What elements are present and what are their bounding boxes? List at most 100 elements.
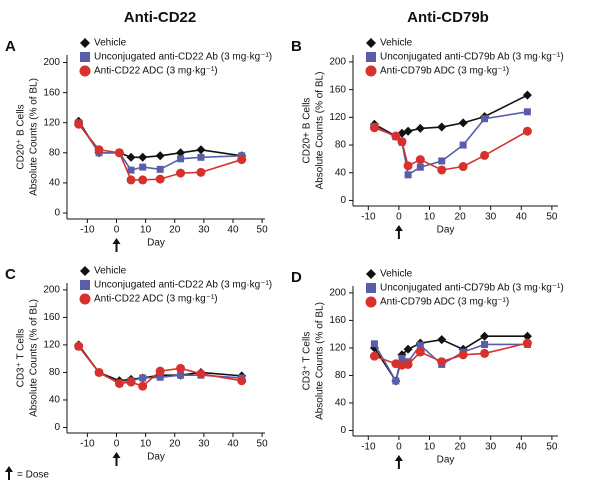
point xyxy=(94,367,104,377)
panel-label: A xyxy=(5,38,16,55)
point xyxy=(481,340,489,348)
point xyxy=(459,141,467,149)
y-axis-label: CD20+ B Cells xyxy=(302,98,313,164)
point xyxy=(176,148,186,158)
dose-arrow-head xyxy=(112,238,121,244)
x-tick-label: 40 xyxy=(227,439,239,450)
legend-label: Anti-CD22 ADC (3 mg·kg⁻¹) xyxy=(94,294,218,305)
dose-arrow-head xyxy=(112,452,121,458)
x-axis-label: Day xyxy=(147,452,165,463)
x-tick-label: 10 xyxy=(140,439,152,450)
x-tick-label: 20 xyxy=(455,212,467,223)
point xyxy=(522,331,532,341)
y-tick-label: 200 xyxy=(43,285,60,296)
x-tick-label: 30 xyxy=(198,225,210,236)
legend-marker xyxy=(80,280,90,290)
legend-label: Vehicle xyxy=(380,38,413,49)
point xyxy=(196,145,206,155)
series-line xyxy=(77,122,242,172)
y-tick-label: 0 xyxy=(54,208,60,219)
point xyxy=(397,137,407,147)
legend-marker xyxy=(79,293,91,305)
point xyxy=(437,122,447,132)
point xyxy=(126,175,136,185)
x-tick-label: 0 xyxy=(396,442,402,453)
legend-marker xyxy=(365,65,377,77)
point xyxy=(437,165,447,175)
point xyxy=(522,126,532,136)
y-tick-label: 80 xyxy=(49,147,61,158)
y-tick-label: 0 xyxy=(340,195,346,206)
y-tick-label: 120 xyxy=(329,343,346,354)
y-tick-label: 40 xyxy=(49,395,61,406)
y-tick-label: 120 xyxy=(43,117,60,128)
legend-marker xyxy=(79,65,91,77)
dose-legend xyxy=(5,466,13,480)
x-tick-label: 0 xyxy=(114,439,120,450)
point xyxy=(403,126,413,136)
point xyxy=(155,174,165,184)
point xyxy=(403,344,413,354)
x-tick-label: 0 xyxy=(396,212,402,223)
legend-label: Vehicle xyxy=(94,266,127,277)
point xyxy=(176,363,186,373)
y-tick-label: 40 xyxy=(49,178,61,189)
y-tick-label: 200 xyxy=(329,57,346,68)
point xyxy=(458,162,468,172)
point xyxy=(480,331,490,341)
dose-arrow-head xyxy=(394,455,403,461)
x-axis-label: Day xyxy=(437,225,455,236)
x-tick-label: 50 xyxy=(257,225,269,236)
y-tick-label: 40 xyxy=(335,167,347,178)
point xyxy=(94,145,104,155)
x-tick-label: 40 xyxy=(516,442,528,453)
y-tick-label: 80 xyxy=(335,140,347,151)
point xyxy=(177,155,185,163)
point xyxy=(177,371,185,379)
y-tick-label: 160 xyxy=(43,87,60,98)
point xyxy=(415,347,425,357)
point xyxy=(114,148,124,158)
point xyxy=(415,123,425,133)
x-tick-label: 20 xyxy=(169,225,181,236)
point xyxy=(437,357,447,367)
x-tick-label: 20 xyxy=(169,439,181,450)
y-axis-label: Absolute Counts (% of BL) xyxy=(315,72,326,190)
legend-marker xyxy=(365,296,377,308)
point xyxy=(155,366,165,376)
x-axis-label: Day xyxy=(437,455,455,466)
point xyxy=(369,351,379,361)
point xyxy=(370,340,378,348)
legend-label: Unconjugated anti-CD22 Ab (3 mg·kg⁻¹) xyxy=(94,280,272,291)
y-tick-label: 160 xyxy=(329,315,346,326)
legend-marker xyxy=(366,269,376,279)
x-tick-label: 50 xyxy=(546,442,558,453)
y-axis-label: CD3⁺ T Cells xyxy=(302,332,313,391)
column-title: Anti-CD79b xyxy=(407,9,489,26)
x-tick-label: -10 xyxy=(361,212,376,223)
legend-marker xyxy=(80,38,90,48)
legend-label: Unconjugated anti-CD22 Ab (3 mg·kg⁻¹) xyxy=(94,52,272,63)
dose-arrow-head xyxy=(394,225,403,231)
point xyxy=(155,151,165,161)
point xyxy=(480,150,490,160)
point xyxy=(156,373,164,381)
point xyxy=(196,369,206,379)
point xyxy=(156,165,164,173)
point xyxy=(139,374,147,382)
point xyxy=(196,167,206,177)
legend-marker xyxy=(366,38,376,48)
y-axis-label: Absolute Counts (% of BL) xyxy=(29,78,40,196)
x-axis-label: Day xyxy=(147,238,165,249)
y-axis-label: Absolute Counts (% of BL) xyxy=(29,299,40,417)
x-tick-label: -10 xyxy=(80,439,95,450)
point xyxy=(126,152,136,162)
point xyxy=(138,152,148,162)
point xyxy=(237,376,247,386)
point xyxy=(369,123,379,133)
x-tick-label: 10 xyxy=(424,442,436,453)
y-tick-label: 80 xyxy=(49,367,61,378)
y-axis-label: CD20⁺ B Cells xyxy=(16,104,27,169)
x-tick-label: -10 xyxy=(80,225,95,236)
point xyxy=(404,171,412,179)
